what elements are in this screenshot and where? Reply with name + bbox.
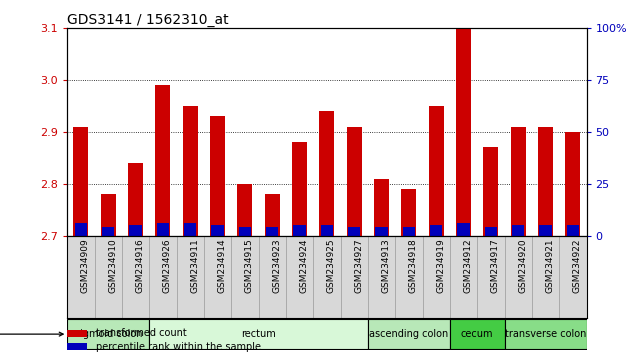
Bar — [511, 127, 526, 235]
Bar — [348, 227, 360, 235]
Bar — [485, 227, 497, 235]
Text: GSM234924: GSM234924 — [299, 238, 308, 292]
Bar — [319, 111, 335, 235]
Text: GSM234915: GSM234915 — [245, 238, 254, 293]
Bar — [512, 225, 524, 235]
Bar — [403, 227, 415, 235]
Bar — [376, 227, 388, 235]
Text: GSM234913: GSM234913 — [381, 238, 390, 293]
Bar — [237, 184, 253, 235]
Text: percentile rank within the sample: percentile rank within the sample — [96, 342, 260, 352]
Text: tissue: tissue — [0, 329, 63, 339]
Bar — [212, 225, 224, 235]
Bar — [210, 116, 225, 235]
Text: GSM234921: GSM234921 — [545, 238, 554, 293]
Bar — [567, 225, 579, 235]
Text: GSM234911: GSM234911 — [190, 238, 199, 293]
Bar — [149, 319, 368, 349]
Text: cecum: cecum — [461, 329, 494, 339]
Bar — [347, 127, 362, 235]
Bar — [129, 225, 142, 235]
Text: GSM234914: GSM234914 — [217, 238, 227, 293]
Bar — [430, 225, 442, 235]
Text: GSM234916: GSM234916 — [136, 238, 145, 293]
Text: GSM234920: GSM234920 — [518, 238, 527, 293]
Bar — [401, 189, 417, 235]
Text: rectum: rectum — [241, 329, 276, 339]
Text: transverse colon: transverse colon — [505, 329, 587, 339]
Bar — [538, 127, 553, 235]
Bar — [102, 227, 115, 235]
Bar — [429, 106, 444, 235]
Bar — [368, 319, 450, 349]
Bar — [483, 148, 499, 235]
Text: GSM234927: GSM234927 — [354, 238, 363, 293]
Bar — [320, 225, 333, 235]
Text: GSM234922: GSM234922 — [573, 238, 582, 292]
Bar — [183, 106, 198, 235]
Bar — [539, 225, 552, 235]
Bar — [265, 194, 279, 235]
Bar — [294, 225, 306, 235]
Text: GSM234912: GSM234912 — [463, 238, 472, 293]
Bar — [75, 223, 87, 235]
Bar — [101, 194, 116, 235]
Bar — [184, 223, 196, 235]
Text: GSM234925: GSM234925 — [327, 238, 336, 293]
Text: ascending colon: ascending colon — [369, 329, 449, 339]
Bar — [565, 132, 580, 235]
Text: GDS3141 / 1562310_at: GDS3141 / 1562310_at — [67, 13, 229, 27]
Bar — [67, 330, 87, 337]
Bar — [266, 227, 278, 235]
Text: transformed count: transformed count — [96, 329, 187, 338]
Text: GSM234918: GSM234918 — [409, 238, 418, 293]
Bar — [74, 127, 88, 235]
Bar — [239, 227, 251, 235]
Bar — [504, 319, 587, 349]
Text: GSM234909: GSM234909 — [81, 238, 90, 293]
Text: GSM234923: GSM234923 — [272, 238, 281, 293]
Text: GSM234919: GSM234919 — [437, 238, 445, 293]
Text: GSM234910: GSM234910 — [108, 238, 117, 293]
Bar — [456, 0, 471, 235]
Bar — [67, 319, 149, 349]
Bar — [374, 178, 389, 235]
Bar — [155, 85, 171, 235]
Bar — [67, 343, 87, 350]
Text: GSM234926: GSM234926 — [163, 238, 172, 293]
Bar — [450, 319, 504, 349]
Text: GSM234917: GSM234917 — [491, 238, 500, 293]
Bar — [128, 163, 143, 235]
Bar — [157, 223, 169, 235]
Bar — [292, 142, 307, 235]
Bar — [458, 223, 470, 235]
Text: sigmoid colon: sigmoid colon — [74, 329, 142, 339]
